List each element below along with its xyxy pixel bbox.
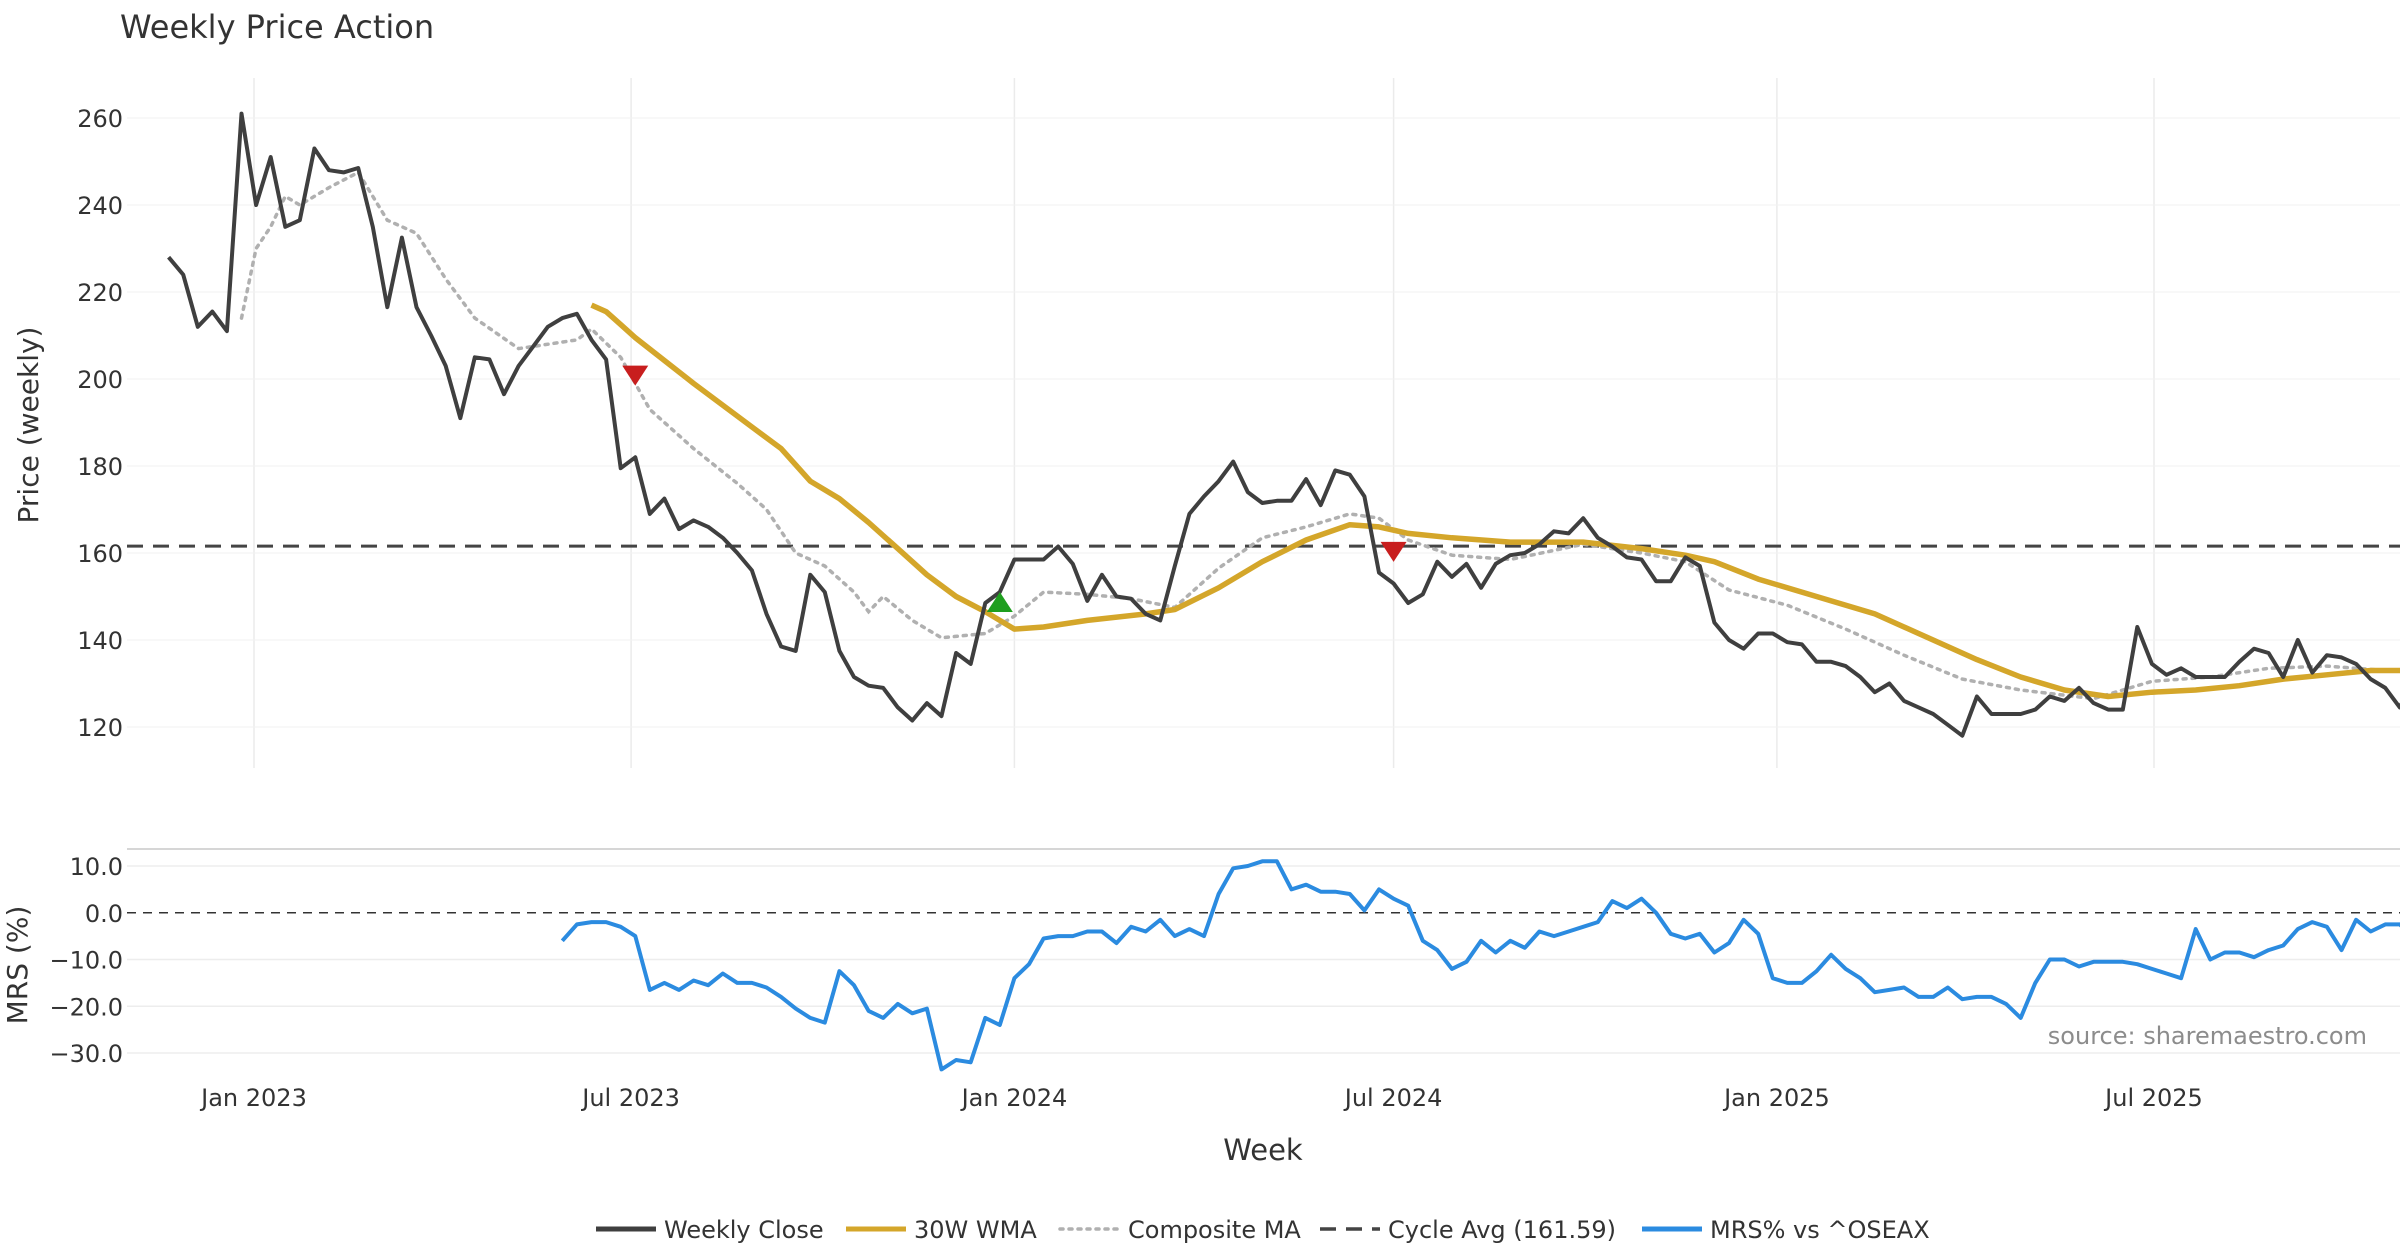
x-tick-label: Jul 2025 [2103, 1084, 2203, 1112]
legend-label: MRS% vs ^OSEAX [1710, 1216, 1930, 1244]
mrs-y-tick-label: −30.0 [49, 1040, 123, 1068]
x-tick-label: Jan 2023 [199, 1084, 307, 1112]
series-layer [127, 111, 2400, 1072]
price-y-tick-label: 240 [77, 192, 123, 220]
x-tick-label: Jan 2025 [1722, 1084, 1830, 1112]
legend-label: 30W WMA [914, 1216, 1037, 1244]
source-note: source: sharemaestro.com [2048, 1022, 2367, 1050]
price-gridlines [127, 78, 2400, 768]
mrs-line [560, 859, 2400, 1072]
mrs-y-tick-label: −10.0 [49, 947, 123, 975]
mrs-y-tick-label: 10.0 [70, 853, 123, 881]
price-y-tick-label: 260 [77, 105, 123, 133]
sell-signal-marker [622, 365, 649, 386]
price-y-tick-label: 180 [77, 453, 123, 481]
weekly-close-line [167, 111, 2400, 738]
price-y-tick-label: 220 [77, 279, 123, 307]
chart-legend: Weekly Close 30W WMA Composite MA Cycle Avg… [596, 1216, 1930, 1244]
composite-ma-line [239, 170, 2400, 701]
price-y-tick-label: 120 [77, 714, 123, 742]
x-axis-label: Week [1223, 1133, 1303, 1167]
price-y-tick-label: 140 [77, 627, 123, 655]
sell-signal-marker [1380, 541, 1407, 562]
mrs-gridlines [127, 848, 2400, 1054]
legend-label: Cycle Avg (161.59) [1388, 1216, 1616, 1244]
buy-signal-marker [986, 592, 1013, 613]
mrs-y-tick-label: −20.0 [49, 993, 123, 1021]
price-y-axis-label: Price (weekly) [12, 327, 45, 524]
x-tick-label: Jul 2023 [580, 1084, 680, 1112]
legend-label: Weekly Close [664, 1216, 824, 1244]
price-y-tick-label: 160 [77, 540, 123, 568]
legend-label: Composite MA [1128, 1216, 1301, 1244]
axes-layer: Jan 2023 Jul 2023 Jan 2024 Jul 2024 Jan 2025… [49, 105, 2202, 1112]
chart-title: Weekly Price Action [120, 8, 434, 46]
price-y-tick-label: 200 [77, 366, 123, 394]
x-tick-label: Jan 2024 [960, 1084, 1068, 1112]
mrs-y-tick-label: 0.0 [85, 900, 123, 928]
mrs-y-axis-label: MRS (%) [1, 906, 34, 1025]
x-tick-label: Jul 2024 [1343, 1084, 1443, 1112]
